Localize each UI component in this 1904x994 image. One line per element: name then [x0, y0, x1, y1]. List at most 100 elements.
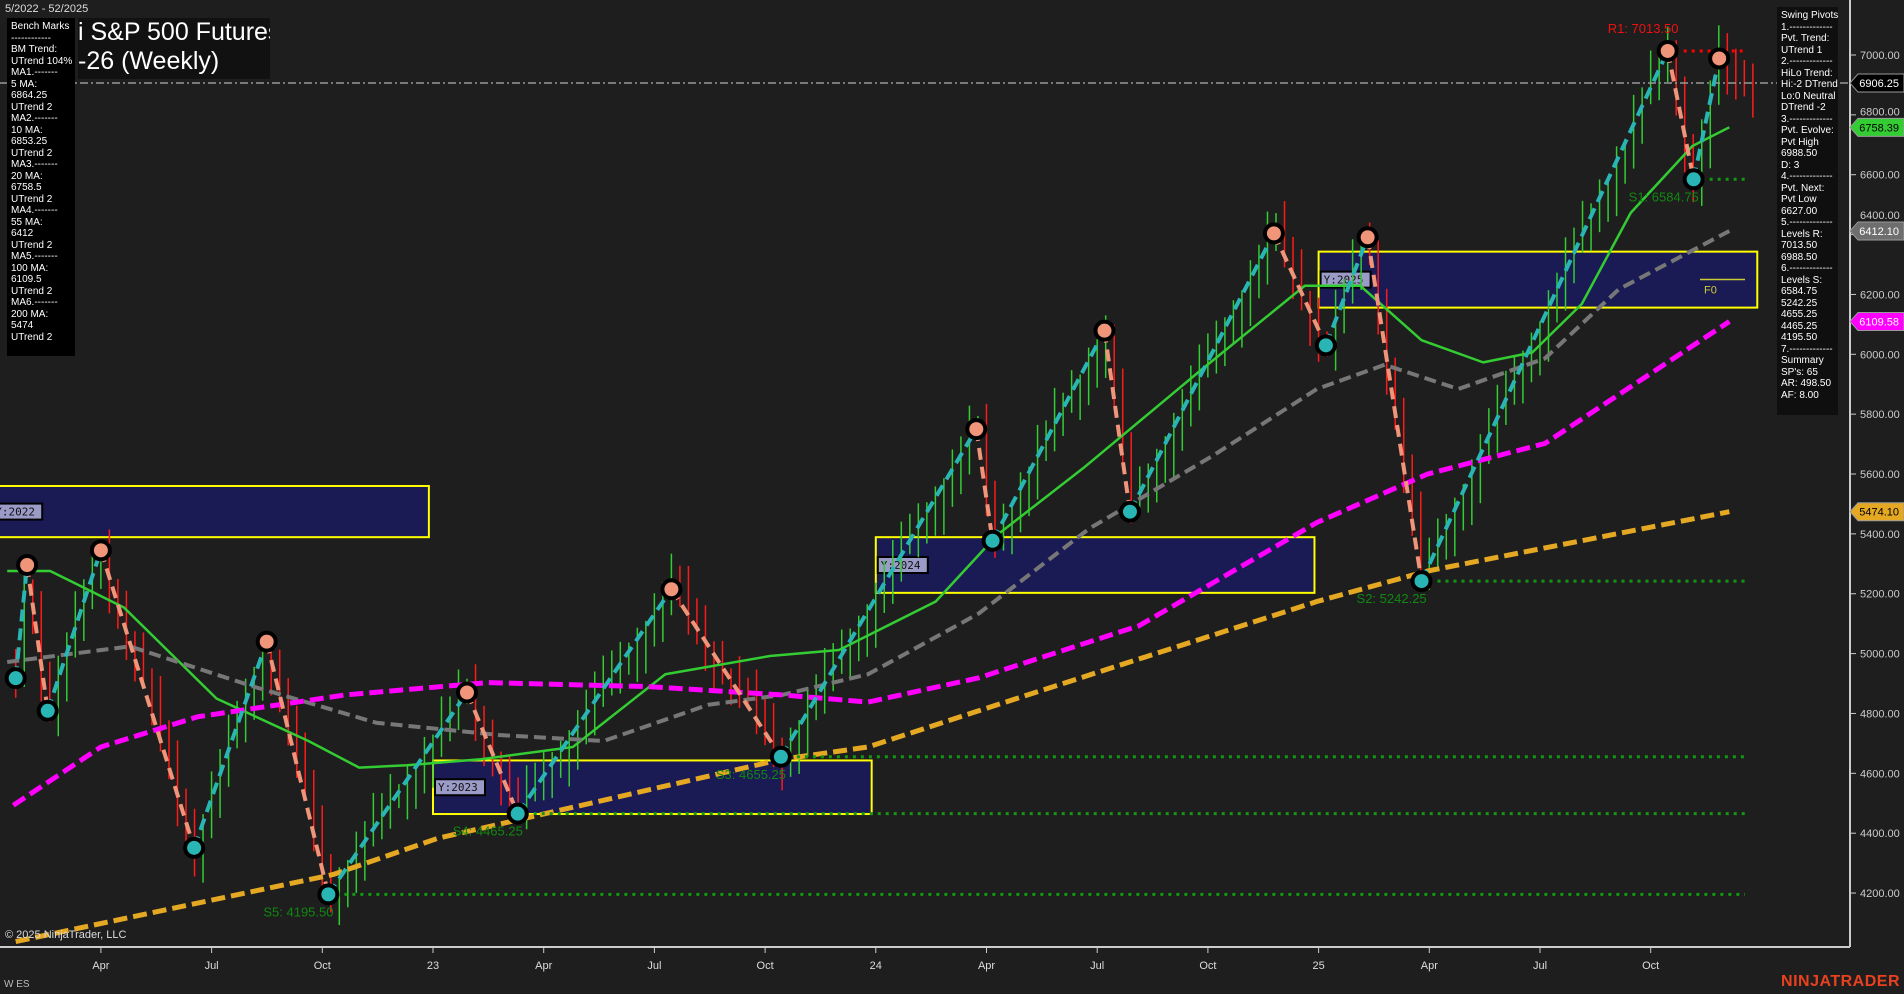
swing-low-marker	[1410, 570, 1433, 593]
y-tick-label: 5800.00	[1860, 409, 1900, 421]
swing-low-marker	[1314, 334, 1337, 357]
bench-line: 55 MA:	[11, 216, 43, 228]
pivot-line: Hi:-2 DTrend	[1781, 79, 1838, 90]
y-tick-label: 6800.00	[1860, 106, 1900, 118]
pivot-line: 6584.75	[1781, 286, 1818, 297]
y-tick-label: 6200.00	[1860, 289, 1900, 301]
pivot-line: Pvt Low	[1781, 194, 1817, 205]
x-tick-label: Oct	[1642, 960, 1659, 972]
pivot-line: 5.-------------	[1781, 217, 1833, 228]
x-tick-label: Jul	[1533, 960, 1547, 972]
bench-line: MA5.-------	[11, 251, 58, 262]
bench-line: UTrend 2	[11, 239, 53, 251]
swing-high-marker	[965, 418, 988, 441]
price-marker-label: 6109.58	[1859, 317, 1899, 329]
price-marker-label: 6412.10	[1859, 226, 1899, 238]
year-box-label: Y:2023	[438, 781, 478, 794]
x-tick-label: 24	[870, 960, 882, 972]
pivot-line: 4.-------------	[1781, 171, 1833, 182]
ma55-line	[6, 229, 1731, 743]
pivot-line: Lo:0 Neutral	[1781, 90, 1836, 102]
pivot-line: 6988.50	[1781, 251, 1818, 263]
bench-line: MA3.-------	[11, 159, 58, 170]
y-tick-label: 5000.00	[1860, 649, 1900, 661]
swing-down-line	[1365, 236, 1424, 582]
y-tick-label: 4600.00	[1860, 768, 1900, 780]
y-tick-label: 4200.00	[1860, 888, 1900, 900]
bench-line: 100 MA:	[11, 262, 49, 274]
instrument-label: W ES	[4, 979, 30, 990]
bench-line: ------------	[11, 32, 51, 44]
bench-line: UTrend 2	[11, 285, 53, 297]
chart-title: i S&P 500 Futures -26 (Weekly)	[78, 18, 270, 79]
pivot-line: 6988.50	[1781, 148, 1818, 159]
swing-high-marker	[1356, 226, 1379, 249]
pivot-line: Pvt. Trend:	[1781, 33, 1830, 44]
swing-up-line	[779, 428, 979, 758]
x-tick-label: Apr	[1421, 960, 1438, 972]
pivot-line: 2.-------------	[1781, 56, 1833, 67]
bench-line: MA4.-------	[11, 205, 58, 216]
x-tick-label: Apr	[535, 960, 552, 972]
bench-line: 6109.5	[11, 274, 42, 285]
swing-high-marker	[255, 630, 278, 653]
swing-up-line	[1128, 232, 1276, 513]
swing-down-line	[264, 641, 331, 895]
swing-high-marker	[660, 578, 683, 601]
swing-up-line	[326, 691, 469, 896]
support-level-label: S1: 6584.75	[1629, 189, 1699, 204]
title-line-1: i S&P 500 Futures	[78, 18, 270, 46]
swing-up-line	[1419, 50, 1670, 582]
y-tick-label: 7000.00	[1860, 50, 1900, 62]
y-tick-label: 5600.00	[1860, 469, 1900, 481]
pivot-line: 7013.50	[1781, 240, 1818, 251]
swing-low-marker	[506, 802, 529, 825]
bench-line: Bench Marks	[11, 21, 70, 32]
x-tick-label: Apr	[92, 960, 109, 972]
title-line-2: -26 (Weekly)	[78, 47, 220, 75]
resistance-level-label: R1: 7013.50	[1608, 21, 1679, 36]
ma20-line	[7, 126, 1730, 769]
y-tick-label: 6600.00	[1860, 170, 1900, 182]
pivot-line: SP's: 65	[1781, 366, 1818, 378]
x-tick-label: Apr	[978, 960, 995, 972]
bench-line: UTrend 2	[11, 193, 53, 205]
swing-up-line	[45, 549, 103, 712]
bench-line: UTrend 2	[11, 331, 53, 343]
swing-high-marker	[455, 681, 478, 704]
pivot-line: 6627.00	[1781, 205, 1818, 217]
ma200-line	[15, 509, 1730, 944]
pivot-line: HiLo Trend:	[1781, 67, 1833, 79]
y-tick-label: 6000.00	[1860, 349, 1900, 361]
bench-line: 10 MA:	[11, 124, 43, 136]
date-range: 5/2022 - 52/2025	[5, 3, 89, 15]
swing-pivots-panel: Swing Pivots 1.------------- Pvt. Trend: UT…	[1777, 7, 1838, 415]
price-marker-label: 6758.39	[1859, 122, 1899, 134]
ma100-line	[11, 319, 1731, 808]
bench-line: MA1.-------	[11, 67, 58, 78]
bench-line: UTrend 2	[11, 101, 53, 113]
year-box-label-bg	[1319, 270, 1372, 289]
pivot-line: 6.-------------	[1781, 263, 1833, 274]
bench-line: UTrend 104%	[11, 55, 73, 67]
swing-high-marker	[1708, 47, 1731, 70]
x-tick-label: Oct	[1199, 960, 1216, 972]
swing-high-marker	[1093, 319, 1116, 342]
y-tick-label: 4400.00	[1860, 828, 1900, 840]
pivot-line: Levels R:	[1781, 228, 1823, 240]
bench-line: 6864.25	[11, 90, 48, 101]
pivot-line: 7.-------------	[1781, 343, 1833, 355]
x-tick-label: 25	[1312, 960, 1324, 972]
year-box	[0, 484, 430, 539]
pivot-line: Pvt. Next:	[1781, 182, 1825, 194]
pivot-line: Summary	[1781, 355, 1824, 366]
pivot-line: Swing Pivots	[1781, 10, 1839, 21]
swing-up-line	[1691, 58, 1722, 180]
swing-up-line	[516, 588, 674, 815]
swing-down-line	[465, 691, 520, 815]
x-tick-label: Jul	[647, 960, 661, 972]
swing-low-marker	[36, 699, 59, 722]
pivot-line: 3.-------------	[1781, 113, 1833, 125]
